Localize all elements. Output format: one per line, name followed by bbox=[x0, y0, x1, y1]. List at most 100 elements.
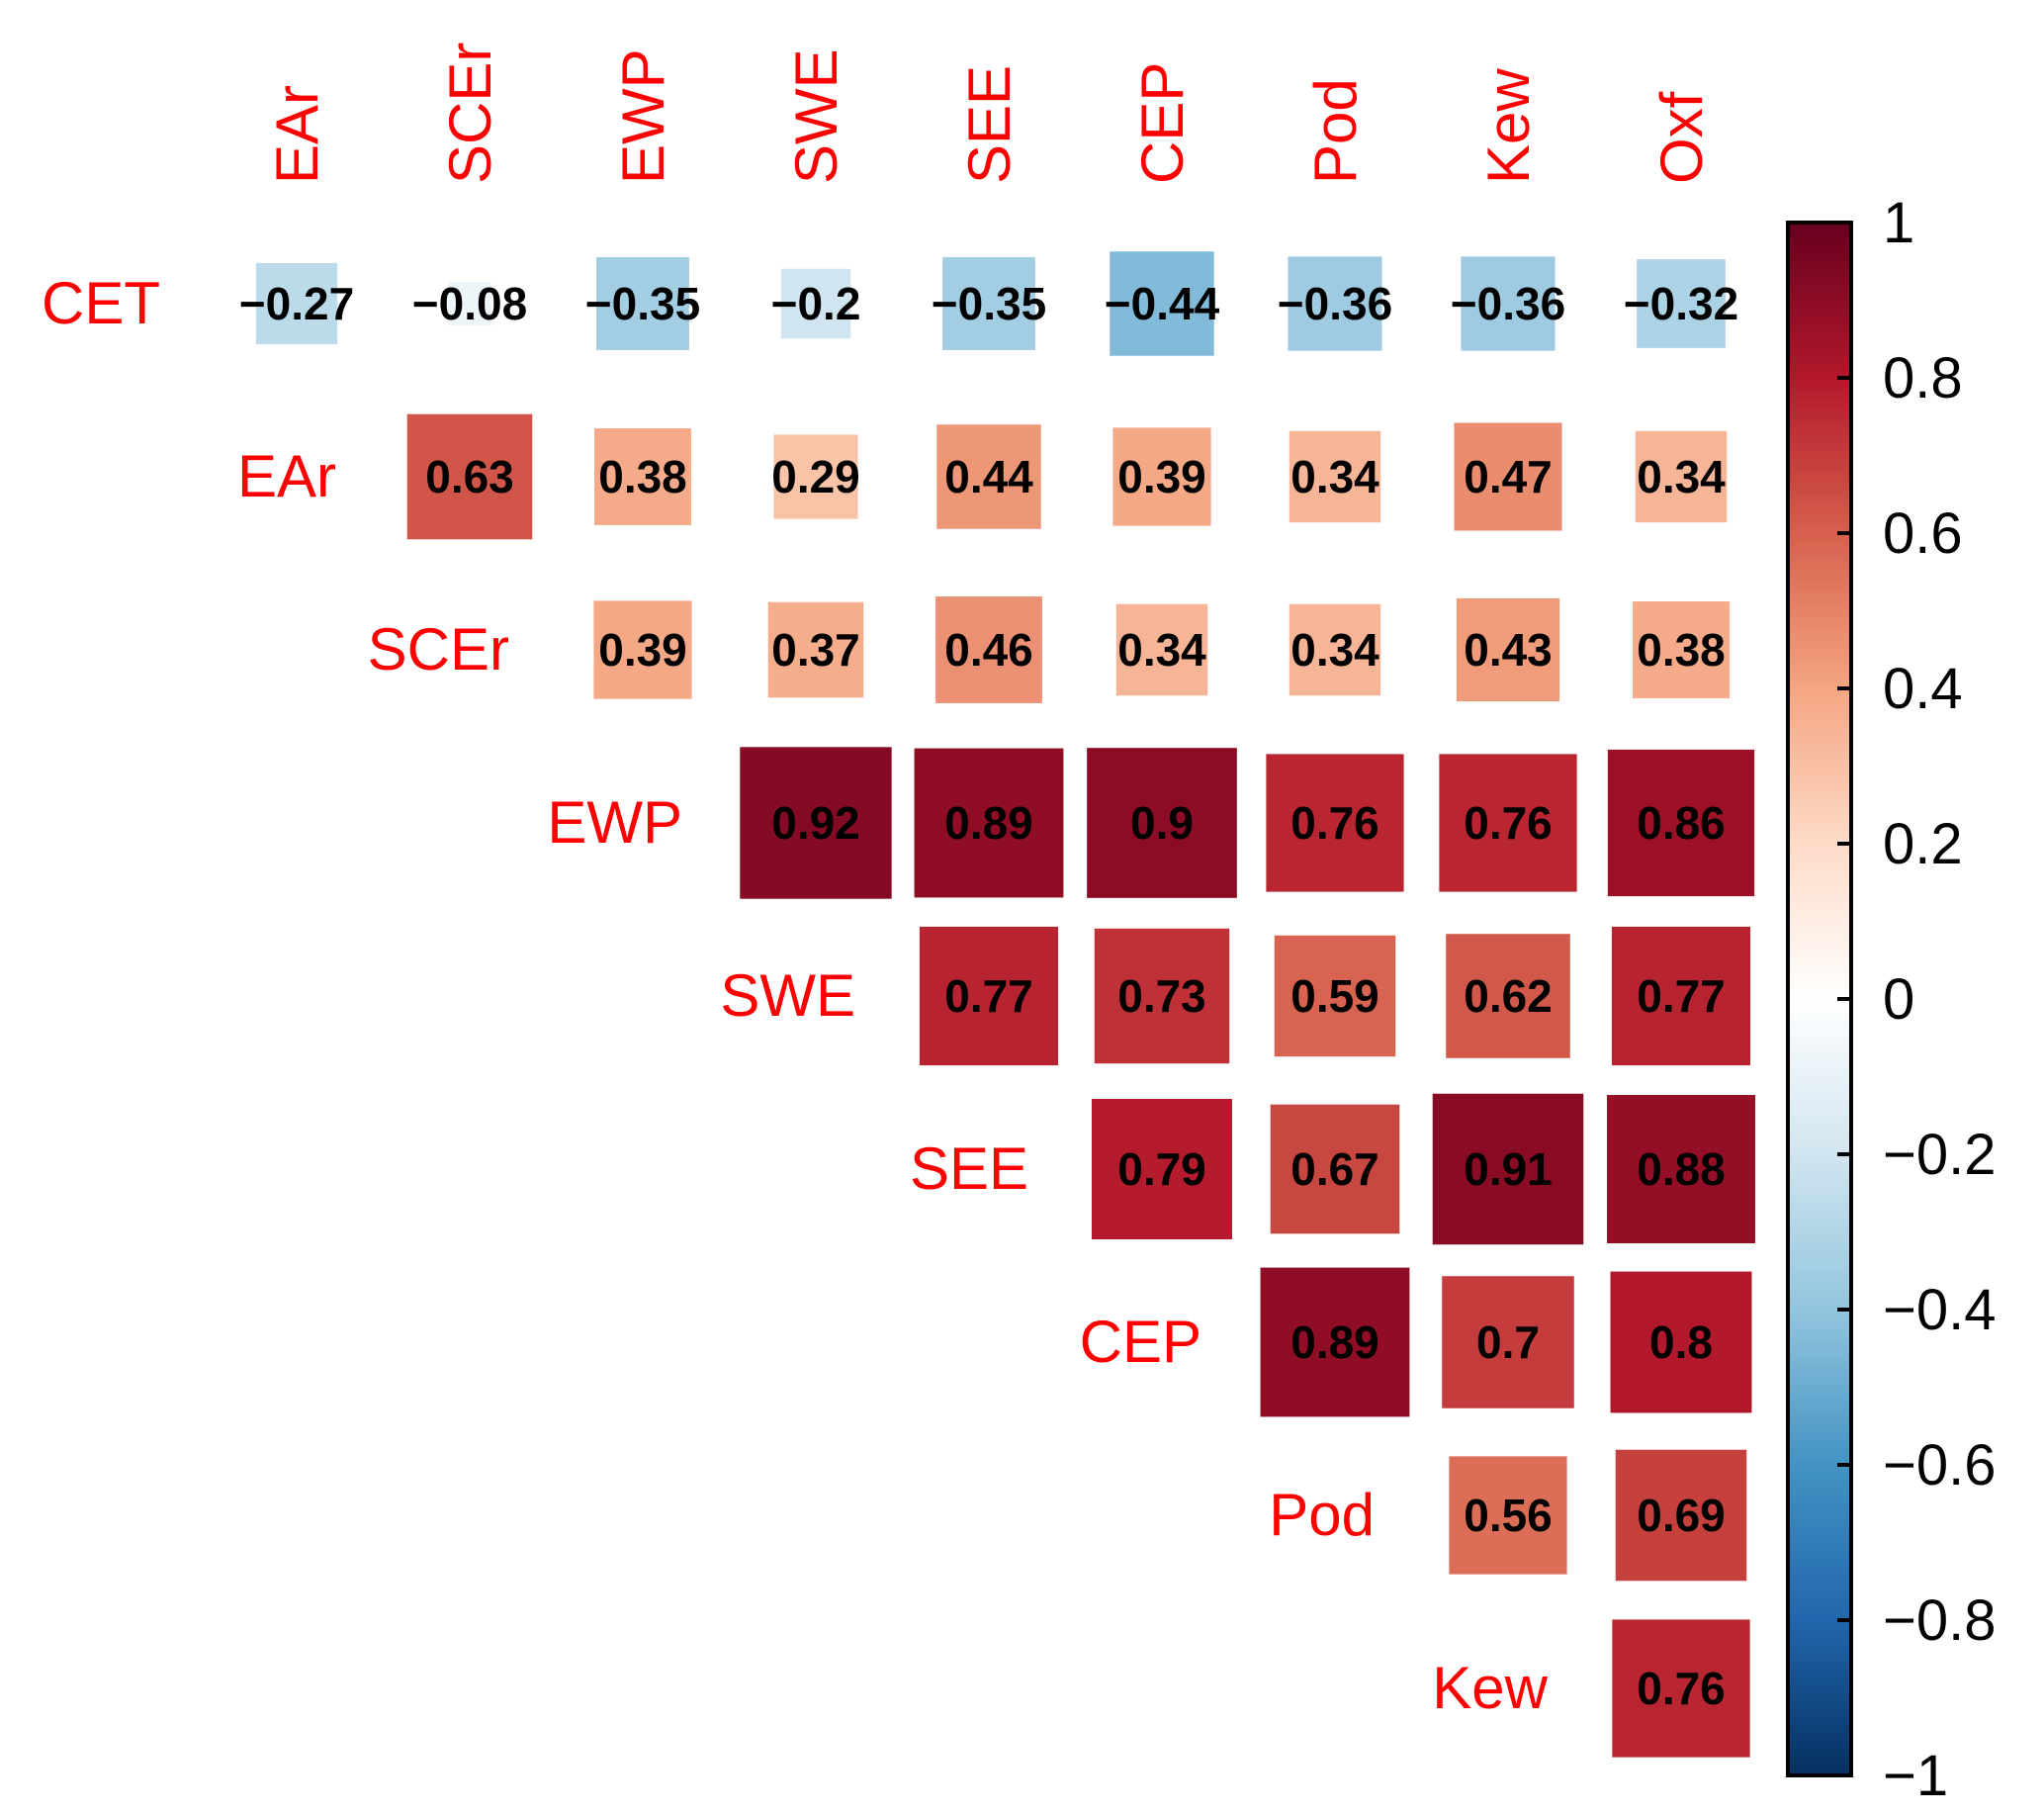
colorbar-tick-label: 0.2 bbox=[1883, 812, 1963, 876]
heatmap-cell bbox=[1430, 1091, 1586, 1247]
cell-value-label: 0.56 bbox=[1464, 1490, 1553, 1541]
cell-value-label: 0.38 bbox=[598, 451, 687, 502]
heatmap-cell bbox=[771, 432, 860, 521]
heatmap-cell bbox=[1085, 746, 1239, 900]
cell-value-label: 0.38 bbox=[1637, 624, 1726, 676]
cell-value-label: 0.77 bbox=[1637, 970, 1726, 1022]
heatmap-cell bbox=[738, 745, 894, 901]
colorbar-tick-label: 0.6 bbox=[1883, 501, 1963, 566]
heatmap-cell bbox=[1287, 601, 1383, 698]
column-label: SWE bbox=[783, 48, 849, 184]
cell-value-label: 0.34 bbox=[1117, 624, 1206, 676]
cell-value-label: −0.44 bbox=[1105, 278, 1220, 329]
column-label: Oxf bbox=[1648, 91, 1715, 184]
heatmap-cell bbox=[917, 924, 1061, 1068]
heatmap-cell bbox=[1090, 1097, 1234, 1241]
heatmap-cells: −0.27 −0.08 −0.35 −0.2 −0.35 −0.44 −0.36 −0.36 −… bbox=[239, 249, 1757, 1760]
cell-value-label: 0.29 bbox=[771, 451, 860, 502]
cell-value-label: 0.7 bbox=[1476, 1316, 1540, 1368]
heatmap-cell bbox=[1108, 249, 1216, 358]
heatmap-cell bbox=[1092, 926, 1232, 1066]
column-label: EAr bbox=[264, 85, 330, 184]
row-label: SEE bbox=[910, 1135, 1028, 1202]
heatmap-cell bbox=[1258, 1265, 1412, 1419]
row-label: CEP bbox=[1080, 1309, 1201, 1375]
cell-value-label: 0.76 bbox=[1637, 1663, 1726, 1714]
cell-value-label: 0.92 bbox=[771, 797, 860, 849]
heatmap-cell bbox=[1447, 1454, 1569, 1577]
heatmap-cell bbox=[1631, 599, 1732, 700]
cell-value-label: 0.89 bbox=[944, 797, 1033, 849]
heatmap-cell bbox=[592, 426, 693, 527]
cell-value-label: 0.77 bbox=[944, 970, 1033, 1022]
colorbar-tick-label: −0.6 bbox=[1883, 1433, 1997, 1497]
row-label: SWE bbox=[720, 962, 855, 1029]
cell-value-label: −0.35 bbox=[932, 278, 1046, 329]
heatmap-cell bbox=[1264, 752, 1406, 894]
cell-value-label: 0.59 bbox=[1290, 970, 1379, 1022]
cell-value-label: −0.2 bbox=[771, 278, 861, 329]
cell-value-label: 0.34 bbox=[1637, 451, 1726, 502]
colorbar-tick-label: 0 bbox=[1883, 967, 1914, 1032]
cell-value-label: −0.35 bbox=[585, 278, 700, 329]
row-label: Kew bbox=[1432, 1655, 1548, 1721]
heatmap-cell bbox=[1111, 425, 1213, 528]
cell-value-label: 0.43 bbox=[1464, 624, 1553, 676]
heatmap-cell bbox=[1633, 428, 1730, 525]
cell-value-label: −0.08 bbox=[412, 278, 527, 329]
cell-value-label: −0.36 bbox=[1278, 278, 1392, 329]
cell-value-label: 0.9 bbox=[1130, 797, 1194, 849]
heatmap-cell bbox=[594, 255, 691, 352]
cell-value-label: 0.34 bbox=[1290, 451, 1379, 502]
cell-value-label: 0.39 bbox=[1117, 451, 1206, 502]
cell-value-label: 0.44 bbox=[944, 451, 1033, 502]
column-label: CEP bbox=[1129, 62, 1196, 184]
heatmap-cell bbox=[1440, 1274, 1576, 1410]
colorbar: 1 0.8 0.6 0.4 0.2 0 −0.2 −0.4 −0.6 −0.8 −1 bbox=[1786, 191, 1997, 1808]
heatmap-cell bbox=[1454, 595, 1562, 704]
heatmap-cell bbox=[253, 260, 340, 347]
cell-value-label: 0.69 bbox=[1637, 1490, 1726, 1541]
cell-value-label: 0.63 bbox=[425, 451, 514, 502]
cell-value-label: 0.62 bbox=[1464, 970, 1553, 1022]
cell-value-label: 0.67 bbox=[1290, 1143, 1379, 1195]
heatmap-cell bbox=[1605, 1093, 1757, 1245]
column-label: Kew bbox=[1475, 68, 1542, 184]
row-labels: CET EAr SCEr EWP SWE SEE CEP Pod Kew bbox=[42, 270, 1549, 1721]
row-label: SCEr bbox=[368, 616, 509, 682]
row-label: Pod bbox=[1269, 1482, 1375, 1548]
column-label: EWP bbox=[610, 48, 676, 184]
heatmap-cell bbox=[934, 422, 1043, 531]
colorbar-tick-label: 0.4 bbox=[1883, 657, 1963, 721]
heatmap-cell bbox=[1605, 747, 1757, 899]
heatmap-cell bbox=[1452, 420, 1564, 533]
heatmap-cell bbox=[1286, 254, 1384, 353]
row-label: EAr bbox=[237, 443, 336, 509]
cell-value-label: 0.37 bbox=[771, 624, 860, 676]
column-label: SCEr bbox=[437, 43, 503, 184]
cell-value-label: 0.88 bbox=[1637, 1143, 1726, 1195]
colorbar-tick-label: 0.8 bbox=[1883, 346, 1963, 410]
cell-value-label: −0.32 bbox=[1624, 278, 1738, 329]
heatmap-cell bbox=[1268, 1102, 1402, 1236]
column-label: SEE bbox=[956, 65, 1022, 184]
cell-value-label: 0.47 bbox=[1464, 451, 1553, 502]
row-label: CET bbox=[42, 270, 160, 336]
heatmap-cell bbox=[404, 411, 535, 542]
heatmap-cell bbox=[1635, 257, 1728, 350]
colorbar-tick-label: −0.4 bbox=[1883, 1278, 1997, 1342]
cell-value-label: 0.79 bbox=[1117, 1143, 1206, 1195]
heatmap-cell bbox=[912, 746, 1066, 900]
cell-value-label: 0.39 bbox=[598, 624, 687, 676]
cell-value-label: 0.34 bbox=[1290, 624, 1379, 676]
cell-value-label: 0.73 bbox=[1117, 970, 1206, 1022]
heatmap-cell bbox=[940, 255, 1037, 352]
heatmap-cell bbox=[591, 598, 694, 701]
column-labels: EAr SCEr EWP SWE SEE CEP Pod Kew Oxf bbox=[264, 43, 1715, 184]
heatmap-cell bbox=[765, 599, 866, 700]
colorbar-tick-label: −0.2 bbox=[1883, 1123, 1997, 1187]
heatmap-cell bbox=[1608, 1269, 1754, 1415]
colorbar-tick-label: −0.8 bbox=[1883, 1588, 1997, 1653]
heatmap-cell bbox=[1444, 932, 1572, 1060]
